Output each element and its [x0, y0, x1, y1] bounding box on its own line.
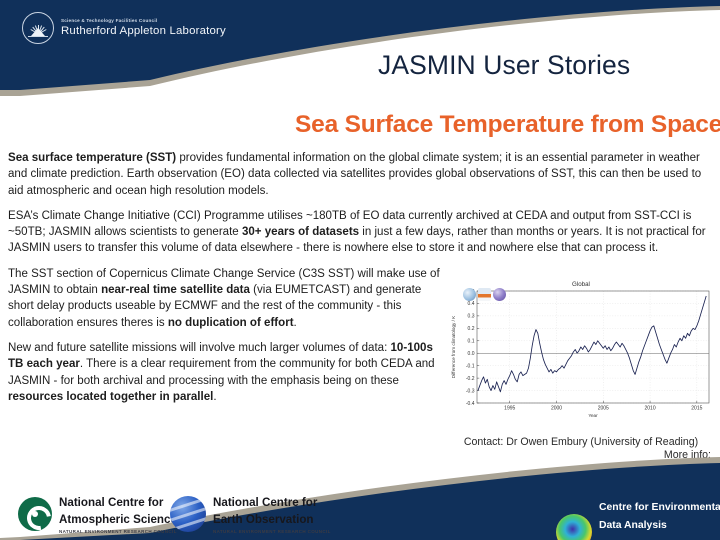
p4-part-b: . There is a clear requirement from the … [8, 358, 435, 387]
ncas-line-2: Atmospheric Science [59, 512, 177, 526]
header-curve-shape [0, 0, 720, 96]
svg-text:1995: 1995 [504, 406, 515, 412]
p3-bold-2: no duplication of effort [167, 316, 294, 329]
p3-part-b: (via EUMETCAST) and generate short delay… [8, 284, 422, 329]
nceo-line-2: Earth Observation [213, 512, 314, 526]
p4-part-c: . [213, 390, 217, 403]
nceo-line-1: National Centre for [213, 496, 318, 509]
ceda-line-2: Data Analysis [599, 519, 667, 531]
paragraph-1: Sea surface temperature (SST) provides f… [8, 150, 708, 199]
p4-bold-1: 10-100s TB each year [8, 341, 433, 371]
svg-text:2005: 2005 [598, 406, 609, 412]
nceo-globe-icon [170, 496, 206, 533]
p1-bold-lead: Sea surface temperature (SST) [8, 152, 177, 164]
sst-anomaly-chart: Global -0.4-0.3-0.2-0.10.00.10.20.30.40.… [447, 281, 715, 433]
paragraph-2: ESA’s Climate Change Initiative (CCI) Pr… [8, 208, 708, 257]
p2-part-a: ESA’s Climate Change Initiative (CCI) Pr… [8, 209, 692, 239]
p4-bold-2: resources located together in parallel [8, 390, 214, 403]
svg-text:2010: 2010 [645, 406, 656, 412]
ceda-globe-icon [556, 514, 592, 540]
svg-text:2000: 2000 [551, 406, 562, 412]
ncas-logo-text: National Centre for Atmospheric Science … [59, 494, 177, 535]
nceo-subtitle: NATURAL ENVIRONMENT RESEARCH COUNCIL [213, 528, 331, 534]
stfc-logo: Science & Technology Facilities Council … [22, 12, 226, 44]
paragraph-4: New and future satellite missions will i… [8, 340, 440, 405]
esa-cci-icon [463, 288, 476, 301]
ncas-spiral-icon [18, 497, 52, 532]
ncas-line-1: National Centre for [59, 496, 164, 509]
svg-text:2015: 2015 [691, 406, 702, 412]
ncas-subtitle: NATURAL ENVIRONMENT RESEARCH COUNCIL [59, 528, 177, 534]
stfc-lab-line: Rutherford Appleton Laboratory [61, 24, 226, 37]
p2-part-b: in just a few days, rather than months o… [8, 226, 706, 255]
chart-inline-logos [463, 288, 506, 301]
svg-text:0.3: 0.3 [468, 314, 475, 320]
svg-text:Year: Year [588, 413, 598, 418]
p2-bold: 30+ years of datasets [241, 226, 360, 239]
header-banner: Science & Technology Facilities Council … [0, 0, 720, 100]
p3-part-c: . [293, 316, 297, 329]
ncas-logo: National Centre for Atmospheric Science … [18, 494, 177, 535]
nceo-logo-text: National Centre for Earth Observation NA… [213, 494, 331, 535]
svg-text:0.4: 0.4 [468, 301, 475, 307]
svg-text:-0.3: -0.3 [466, 388, 475, 394]
p3-part-a: The SST section of Copernicus Climate Ch… [8, 267, 440, 297]
svg-text:Difference from climatology /: Difference from climatology / K [451, 315, 456, 378]
section-banner: Sea Surface Temperature from Space [295, 108, 720, 142]
chart-contact-line: Contact: Dr Owen Embury (University of R… [463, 436, 699, 448]
svg-text:-0.4: -0.4 [466, 401, 475, 407]
chart-title: Global [572, 281, 590, 288]
p3-bold-1: near-real time satellite data [101, 284, 250, 297]
page-title: JASMIN User Stories [378, 50, 631, 80]
svg-text:0.0: 0.0 [468, 351, 475, 357]
ceda-line-1: Centre for Environmental [599, 502, 720, 513]
svg-text:-0.2: -0.2 [466, 376, 475, 382]
stfc-logo-text: Science & Technology Facilities Council … [61, 17, 226, 38]
footer-curve-shape [0, 457, 720, 540]
eumetsat-icon [478, 288, 491, 301]
ceda-logo-text: Centre for Environmental Data Analysis S… [599, 497, 720, 540]
stfc-council-line: Science & Technology Facilities Council [61, 17, 158, 23]
body-content: Sea surface temperature (SST) provides f… [8, 150, 708, 414]
svg-text:-0.1: -0.1 [466, 363, 475, 369]
svg-text:0.2: 0.2 [468, 326, 475, 332]
p1-rest: provides fundamental information on the … [8, 152, 702, 197]
chart-plot-area: -0.4-0.3-0.2-0.10.00.10.20.30.40.5199520… [451, 289, 710, 418]
p4-part-a: New and future satellite missions will i… [8, 341, 391, 354]
copernicus-icon [493, 288, 506, 301]
nceo-logo: National Centre for Earth Observation NA… [170, 494, 331, 535]
paragraph-3: The SST section of Copernicus Climate Ch… [8, 266, 440, 331]
section-banner-title: Sea Surface Temperature from Space [295, 111, 720, 138]
stfc-emblem-icon [22, 12, 54, 44]
svg-text:0.1: 0.1 [468, 339, 475, 345]
ceda-logo: Centre for Environmental Data Analysis S… [556, 497, 720, 540]
footer-banner [0, 455, 720, 540]
